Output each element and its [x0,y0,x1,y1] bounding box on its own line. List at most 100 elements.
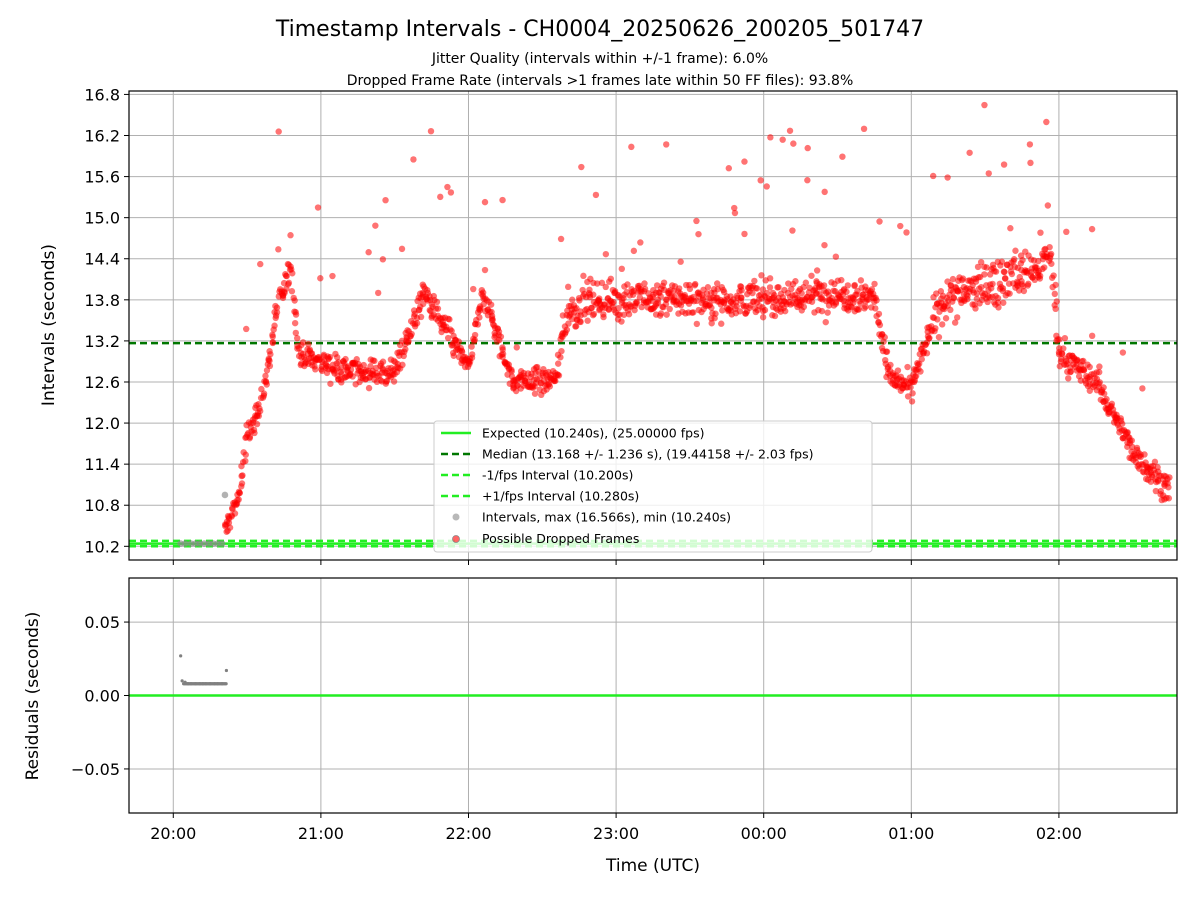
dropped-frame-point [236,489,243,496]
dropped-frame-point [731,209,739,217]
dropped-frame-point [1058,350,1066,357]
dropped-frame-point [821,241,828,249]
dropped-frame-point [1036,272,1044,280]
dropped-frame-point [1095,368,1103,376]
dropped-frame-point [907,384,914,391]
dropped-frame-point [267,351,274,358]
top-y-ticks: 10.2 10.8 11.4 12.0 12.6 13.2 13.8 14.4 15.0 15.6… [84,85,129,556]
dropped-frame-point [468,354,476,361]
dropped-frame-point [546,383,554,390]
dropped-frame-point [855,306,863,313]
top-y-tick-label: 16.8 [84,85,120,104]
dropped-frame-point [275,128,282,135]
bottom-data-points [179,654,229,686]
legend: Expected (10.240s), (25.00000 fps) Media… [433,420,873,553]
dropped-frame-point [239,472,246,479]
dropped-frame-point [578,163,585,171]
dropped-frame-point [736,308,744,315]
dropped-frame-point [718,320,725,327]
dropped-frame-point [912,372,920,380]
dropped-frame-point [1035,257,1042,265]
dropped-frame-point [242,457,249,465]
x-tick-label: 21:00 [298,824,344,843]
dropped-frame-point [690,309,697,316]
dropped-frame-point [497,333,505,340]
dropped-frame-point [663,141,670,148]
dropped-frame-point [949,275,957,283]
dropped-frame-point [751,277,758,285]
dropped-frame-point [610,298,617,306]
dropped-frame-point [1053,298,1060,305]
dropped-frame-point [1050,272,1057,279]
dropped-frame-point [231,510,239,517]
dropped-frame-point [371,357,378,365]
dropped-frame-point [1026,141,1034,148]
dropped-frame-point [808,298,816,305]
dropped-frame-point [382,196,389,204]
legend-box [433,420,873,553]
dropped-frame-point [904,393,912,400]
dropped-frame-point [618,318,625,325]
dropped-frame-point [675,285,683,292]
dropped-frame-point [666,305,673,313]
dropped-frame-point [779,136,786,143]
interval-point [218,540,226,547]
dropped-frame-point [932,325,939,332]
dropped-frame-point [741,230,748,238]
dropped-frame-point [753,285,761,292]
legend-expected-label: Expected (10.240s), (25.00000 fps) [482,426,704,441]
dropped-frame-point [594,280,601,287]
dropped-frame-point [947,306,954,314]
dropped-frame-point [246,433,254,441]
bottom-y-axis-label: Residuals (seconds) [23,612,43,781]
dropped-frame-point [876,218,883,225]
dropped-frame-point [471,336,478,344]
dropped-frame-point [1051,290,1058,298]
dropped-frame-point [243,325,250,333]
dropped-frame-point [1052,305,1059,313]
dropped-frame-point [767,134,774,141]
dropped-frame-point [738,287,745,294]
x-tick-label: 01:00 [888,824,934,843]
dropped-frame-point [854,287,861,295]
dropped-frame-point [999,285,1007,292]
dropped-frame-point [584,317,591,324]
dropped-frame-point [1067,368,1075,375]
top-y-tick-label: 13.8 [84,291,120,310]
dropped-frame-point [917,368,924,375]
dropped-frame-point [607,275,615,282]
dropped-frame-point [317,275,324,282]
dropped-frame-point [1080,367,1088,374]
dropped-frame-point [918,356,925,363]
dropped-frame-point [1152,487,1160,495]
legend-median-label: Median (13.168 +/- 1.236 s), (19.44158 +… [482,447,813,462]
dropped-frame-point [1061,334,1069,342]
dropped-frame-point [455,338,462,345]
dropped-frame-point [1006,290,1013,297]
top-y-tick-label: 15.6 [84,168,120,187]
dropped-frame-point [349,373,356,380]
dropped-frame-point [427,127,435,135]
dropped-frame-point [882,356,889,364]
dropped-frame-point [329,272,336,280]
dropped-frame-point [923,350,931,357]
dropped-frame-point [804,144,811,152]
dropped-frame-point [420,300,427,308]
dropped-frame-point [989,280,996,288]
dropped-frame-point [934,316,941,323]
dropped-frame-point [763,289,771,297]
dropped-frame-point [725,165,733,172]
dropped-frame-point [942,315,950,322]
dropped-frame-point [994,299,1002,306]
dropped-frame-point [712,310,719,317]
dropped-frame-point [405,338,412,345]
dropped-frame-point [1065,375,1072,382]
dropped-frame-point [935,333,943,341]
dropped-frame-point [225,519,233,526]
dropped-frame-point [998,258,1006,265]
dropped-frame-point [615,304,622,312]
dropped-frame-point [763,183,770,190]
dropped-frame-point [985,170,992,177]
dropped-frame-point [1019,256,1026,264]
dropped-frame-point [977,258,985,266]
